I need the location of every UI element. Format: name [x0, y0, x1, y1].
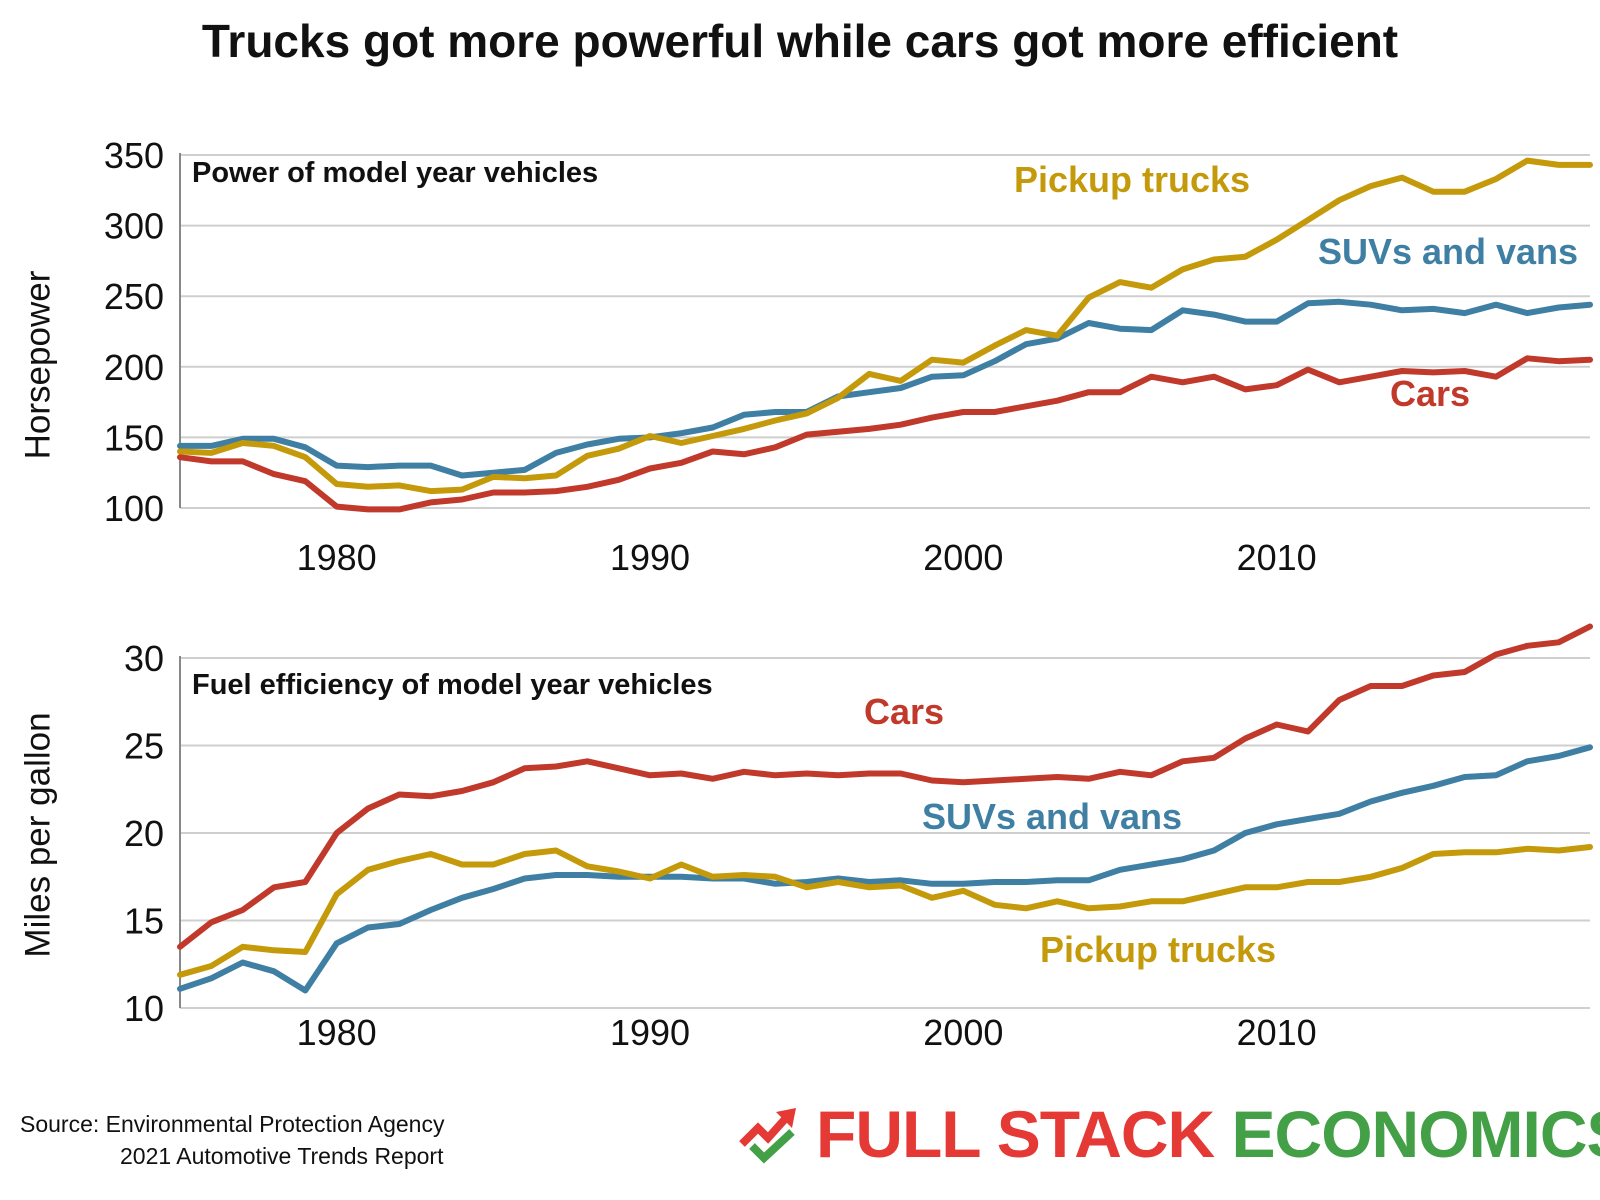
y-tick-label: 350	[104, 135, 164, 176]
logo-word-full-stack: FULL STACK	[816, 1097, 1215, 1171]
panel-title: Power of model year vehicles	[192, 157, 598, 189]
series-label-suvs: SUVs and vans	[1318, 231, 1578, 272]
series-line-pickups	[177, 157, 1593, 495]
y-tick-label: 30	[124, 638, 164, 679]
x-tick-label: 1980	[297, 537, 377, 578]
source-note: Source: Environmental Protection Agency …	[20, 1108, 444, 1172]
x-tick-label: 2000	[923, 537, 1003, 578]
x-tick-label: 2010	[1237, 537, 1317, 578]
trend-arrow-check-icon	[739, 1108, 796, 1164]
x-tick-label: 1980	[297, 1012, 377, 1053]
y-axis-label: Miles per gallon	[18, 712, 57, 957]
series-label-cars: Cars	[1390, 373, 1470, 414]
y-tick-label: 250	[104, 276, 164, 317]
series-label-cars: Cars	[864, 691, 944, 732]
y-tick-label: 25	[124, 726, 164, 767]
source-line-2: 2021 Automotive Trends Report	[120, 1143, 444, 1169]
y-tick-label: 200	[104, 347, 164, 388]
x-tick-label: 1990	[610, 537, 690, 578]
brand-logo: FULL STACK ECONOMICS	[738, 1097, 1600, 1171]
series-line-suvs	[177, 744, 1593, 994]
y-tick-label: 150	[104, 417, 164, 458]
series-label-suvs: SUVs and vans	[922, 796, 1182, 837]
logo-word-economics: ECONOMICS	[1231, 1097, 1600, 1171]
source-line-1: Source: Environmental Protection Agency	[20, 1111, 445, 1137]
x-tick-label: 1990	[610, 1012, 690, 1053]
panel-title: Fuel efficiency of model year vehicles	[192, 669, 713, 701]
x-tick-label: 2000	[923, 1012, 1003, 1053]
y-tick-label: 10	[124, 988, 164, 1029]
x-tick-label: 2010	[1237, 1012, 1317, 1053]
series-line-pickups	[177, 844, 1593, 978]
series-line-suvs	[177, 298, 1593, 479]
y-axis-label: Horsepower	[18, 270, 57, 459]
series-label-pickups: Pickup trucks	[1040, 929, 1276, 970]
series-line-cars	[177, 623, 1593, 950]
y-tick-label: 300	[104, 206, 164, 247]
y-tick-label: 15	[124, 901, 164, 942]
y-tick-label: 100	[104, 488, 164, 529]
chart-title: Trucks got more powerful while cars got …	[201, 15, 1399, 67]
y-tick-label: 20	[124, 813, 164, 854]
series-label-pickups: Pickup trucks	[1014, 159, 1250, 200]
series-line-cars	[177, 355, 1593, 513]
